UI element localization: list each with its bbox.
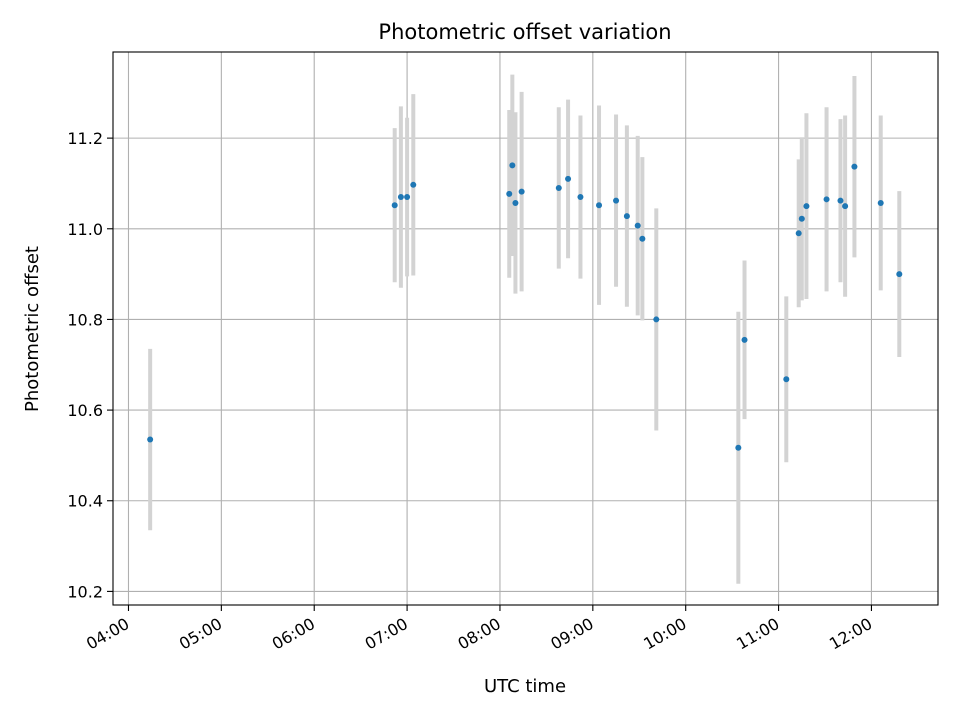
- data-point: [397, 194, 404, 201]
- data-point: [555, 184, 562, 191]
- data-point: [795, 230, 802, 237]
- data-point: [896, 271, 903, 278]
- data-point: [565, 175, 572, 182]
- data-point: [735, 444, 742, 451]
- data-point: [803, 203, 810, 210]
- data-point: [823, 196, 830, 203]
- data-point: [851, 163, 858, 170]
- y-tick-label: 10.6: [67, 401, 103, 420]
- data-point: [842, 203, 849, 210]
- data-point: [512, 199, 519, 206]
- chart-title: Photometric offset variation: [378, 20, 671, 44]
- data-point: [634, 222, 641, 229]
- y-tick-label: 10.2: [67, 582, 103, 601]
- y-axis-label: Photometric offset: [22, 246, 43, 412]
- data-point: [147, 436, 154, 443]
- data-point: [596, 202, 603, 209]
- y-tick-label: 11.2: [67, 129, 103, 148]
- data-point: [506, 190, 513, 197]
- data-point: [509, 162, 516, 169]
- plot-frame: [112, 51, 939, 606]
- data-point: [639, 235, 646, 242]
- data-point: [391, 202, 398, 209]
- y-tick-label: 10.4: [67, 492, 103, 511]
- data-point: [783, 376, 790, 383]
- data-point: [410, 181, 417, 188]
- data-point: [518, 188, 525, 195]
- data-point: [653, 316, 660, 323]
- data-point: [623, 213, 630, 220]
- data-point: [613, 197, 620, 204]
- data-point: [404, 194, 411, 201]
- x-axis-label: UTC time: [484, 676, 566, 697]
- y-axis: 10.2 10.4 10.6 10.8 11.0 11.2: [67, 129, 113, 601]
- data-point: [577, 194, 584, 201]
- data-point: [877, 199, 884, 206]
- data-point: [741, 336, 748, 343]
- y-tick-label: 10.8: [67, 310, 103, 329]
- data-point: [837, 197, 844, 204]
- data-points: [147, 162, 903, 451]
- y-tick-label: 11.0: [67, 220, 103, 239]
- data-point: [798, 215, 805, 222]
